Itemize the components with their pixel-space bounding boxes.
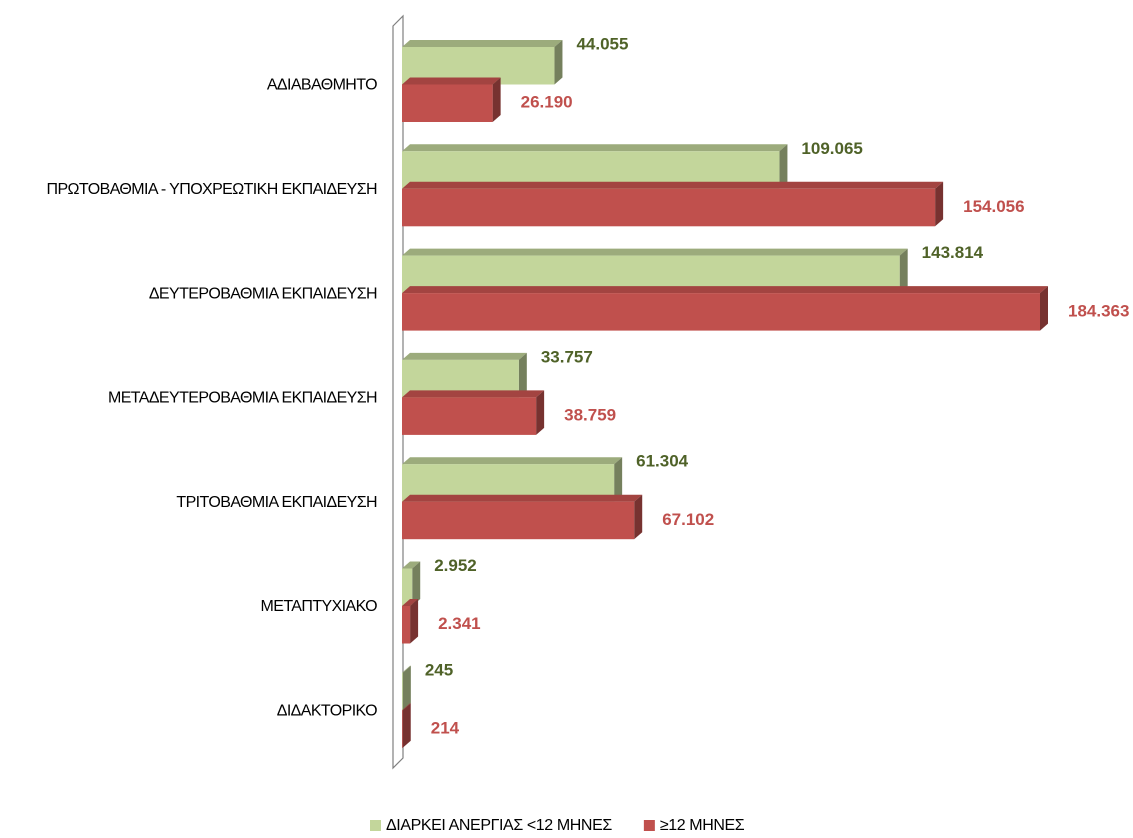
bar-top bbox=[402, 494, 643, 502]
value-label: 214 bbox=[431, 719, 460, 738]
bar-front bbox=[402, 84, 493, 122]
value-label: 143.814 bbox=[922, 243, 984, 262]
bar-top bbox=[402, 561, 421, 569]
bar-front bbox=[402, 188, 936, 227]
bar-side bbox=[899, 248, 908, 294]
bar-side bbox=[634, 494, 643, 540]
category-label: ΔΕΥΤΕΡΟΒΑΘΜΙΑ ΕΚΠΑΙΔΕΥΣΗ bbox=[149, 285, 377, 302]
bar-top bbox=[402, 703, 411, 711]
bar bbox=[402, 286, 1048, 331]
bar-side bbox=[779, 144, 788, 189]
bar-side bbox=[536, 390, 545, 435]
bar-side bbox=[412, 561, 421, 606]
bar-top bbox=[402, 390, 545, 398]
category-label: ΜΕΤΑΠΤΥΧΙΑΚΟ bbox=[261, 598, 378, 615]
bar-top bbox=[402, 248, 908, 256]
category-label: ΤΡΙΤΟΒΑΘΜΙΑ ΕΚΠΑΙΔΕΥΣΗ bbox=[176, 494, 377, 511]
bar-front bbox=[402, 672, 403, 711]
value-label: 2.952 bbox=[434, 556, 477, 575]
bar-front bbox=[402, 710, 403, 748]
legend-label: ≥12 ΜΗΝΕΣ bbox=[660, 817, 745, 834]
value-label: 38.759 bbox=[564, 406, 616, 425]
bar bbox=[402, 703, 411, 748]
bar-front bbox=[402, 568, 413, 606]
bar-front bbox=[402, 293, 1040, 331]
bar-top bbox=[402, 286, 1048, 294]
value-label: 109.065 bbox=[801, 139, 862, 158]
bar-side bbox=[402, 665, 411, 711]
bar-top bbox=[402, 181, 944, 189]
bar bbox=[402, 494, 643, 540]
value-label: 184.363 bbox=[1068, 301, 1129, 320]
bar bbox=[402, 390, 545, 435]
bar-side bbox=[935, 181, 944, 227]
category-label: ΜΕΤΑΔΕΥΤΕΡΟΒΑΘΜΙΑ ΕΚΠΑΙΔΕΥΣΗ bbox=[108, 390, 377, 407]
bar-top bbox=[402, 457, 623, 465]
bar-top bbox=[402, 352, 527, 360]
bar-side bbox=[554, 40, 563, 85]
bar-front bbox=[402, 606, 411, 644]
category-label: ΠΡΩΤΟΒΑΘΜΙΑ - ΥΠΟΧΡΕΩΤΙΚΗ ΕΚΠΑΙΔΕΥΣΗ bbox=[47, 181, 378, 198]
legend-label: ΔΙΑΡΚΕΙ ΑΝΕΡΓΙΑΣ <12 ΜΗΝΕΣ bbox=[386, 817, 612, 834]
value-label: 33.757 bbox=[541, 347, 593, 366]
bar-front bbox=[402, 501, 635, 540]
category-label: ΑΔΙΑΒΑΘΜΗΤΟ bbox=[267, 77, 377, 94]
bar-top bbox=[402, 665, 411, 673]
bar-front bbox=[402, 397, 537, 435]
value-label: 67.102 bbox=[662, 510, 714, 529]
bar-top bbox=[402, 40, 563, 47]
legend-swatch bbox=[370, 820, 381, 831]
bar bbox=[402, 77, 501, 122]
bar bbox=[402, 599, 419, 644]
chart-wall bbox=[392, 14, 404, 770]
bar bbox=[402, 665, 411, 711]
bar-side bbox=[410, 599, 419, 644]
value-label: 154.056 bbox=[963, 197, 1024, 216]
bar-side bbox=[492, 77, 501, 122]
value-label: 2.341 bbox=[438, 614, 481, 633]
value-label: 245 bbox=[425, 660, 453, 679]
bar-top bbox=[402, 599, 419, 606]
bar bbox=[402, 181, 944, 227]
bar-top bbox=[402, 144, 788, 152]
value-label: 61.304 bbox=[636, 452, 689, 471]
bar-side bbox=[402, 703, 411, 748]
bar-side bbox=[1040, 286, 1048, 331]
value-label: 44.055 bbox=[576, 34, 628, 53]
bar bbox=[402, 561, 421, 606]
value-label: 26.190 bbox=[521, 93, 573, 112]
category-label: ΔΙΔΑΚΤΟΡΙΚΟ bbox=[277, 703, 377, 720]
bar-side bbox=[614, 457, 623, 502]
bar-side bbox=[518, 352, 527, 398]
bar-top bbox=[402, 77, 501, 85]
legend-swatch bbox=[643, 820, 655, 831]
